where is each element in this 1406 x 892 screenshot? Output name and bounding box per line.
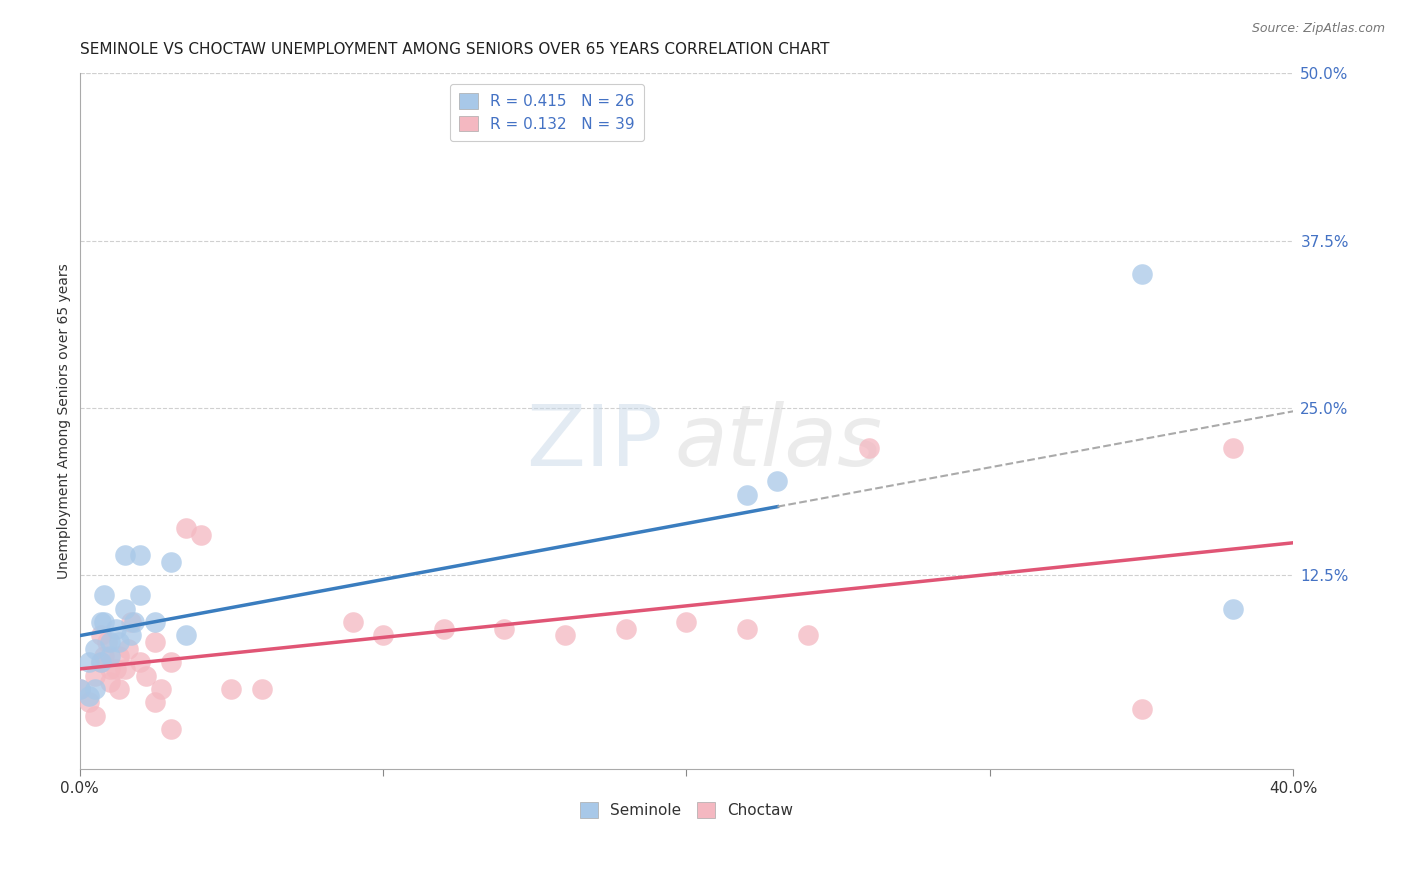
Point bbox=[1222, 601, 1244, 615]
Point bbox=[98, 635, 121, 649]
Point bbox=[96, 635, 118, 649]
Point bbox=[90, 655, 112, 669]
Point bbox=[114, 662, 136, 676]
Point bbox=[174, 521, 197, 535]
Text: SEMINOLE VS CHOCTAW UNEMPLOYMENT AMONG SENIORS OVER 65 YEARS CORRELATION CHART: SEMINOLE VS CHOCTAW UNEMPLOYMENT AMONG S… bbox=[80, 42, 830, 57]
Point bbox=[135, 668, 157, 682]
Point bbox=[159, 555, 181, 569]
Point bbox=[766, 475, 789, 489]
Point bbox=[735, 488, 758, 502]
Point bbox=[1222, 441, 1244, 455]
Point bbox=[69, 681, 91, 696]
Point bbox=[735, 622, 758, 636]
Point bbox=[145, 615, 167, 629]
Point bbox=[129, 655, 152, 669]
Point bbox=[108, 648, 131, 663]
Point bbox=[219, 681, 242, 696]
Point bbox=[93, 615, 115, 629]
Point bbox=[858, 441, 880, 455]
Point bbox=[108, 635, 131, 649]
Point bbox=[159, 722, 181, 736]
Point bbox=[554, 628, 576, 642]
Point bbox=[104, 662, 127, 676]
Point bbox=[83, 641, 105, 656]
Y-axis label: Unemployment Among Seniors over 65 years: Unemployment Among Seniors over 65 years bbox=[58, 263, 72, 579]
Point bbox=[122, 615, 145, 629]
Point bbox=[614, 622, 637, 636]
Point bbox=[77, 695, 100, 709]
Point bbox=[174, 628, 197, 642]
Point bbox=[117, 641, 139, 656]
Point bbox=[120, 628, 142, 642]
Point bbox=[98, 648, 121, 663]
Point bbox=[145, 695, 167, 709]
Point bbox=[69, 681, 91, 696]
Point bbox=[114, 601, 136, 615]
Point bbox=[797, 628, 820, 642]
Point bbox=[83, 668, 105, 682]
Point bbox=[108, 681, 131, 696]
Point bbox=[494, 622, 516, 636]
Point bbox=[145, 635, 167, 649]
Point bbox=[1130, 267, 1153, 281]
Point bbox=[83, 681, 105, 696]
Text: atlas: atlas bbox=[675, 401, 883, 483]
Point bbox=[150, 681, 173, 696]
Point bbox=[90, 655, 112, 669]
Point bbox=[129, 548, 152, 562]
Point bbox=[129, 588, 152, 602]
Point bbox=[342, 615, 364, 629]
Point bbox=[83, 708, 105, 723]
Text: ZIP: ZIP bbox=[526, 401, 662, 483]
Point bbox=[98, 662, 121, 676]
Point bbox=[77, 655, 100, 669]
Point bbox=[433, 622, 456, 636]
Point bbox=[90, 615, 112, 629]
Point bbox=[93, 588, 115, 602]
Point bbox=[90, 628, 112, 642]
Point bbox=[1130, 702, 1153, 716]
Point bbox=[120, 615, 142, 629]
Point bbox=[371, 628, 394, 642]
Point bbox=[114, 548, 136, 562]
Text: Source: ZipAtlas.com: Source: ZipAtlas.com bbox=[1251, 22, 1385, 36]
Legend: Seminole, Choctaw: Seminole, Choctaw bbox=[574, 796, 800, 824]
Point bbox=[190, 528, 212, 542]
Point bbox=[159, 655, 181, 669]
Point bbox=[675, 615, 697, 629]
Point bbox=[98, 675, 121, 690]
Point bbox=[93, 648, 115, 663]
Point bbox=[104, 622, 127, 636]
Point bbox=[250, 681, 273, 696]
Point bbox=[77, 689, 100, 703]
